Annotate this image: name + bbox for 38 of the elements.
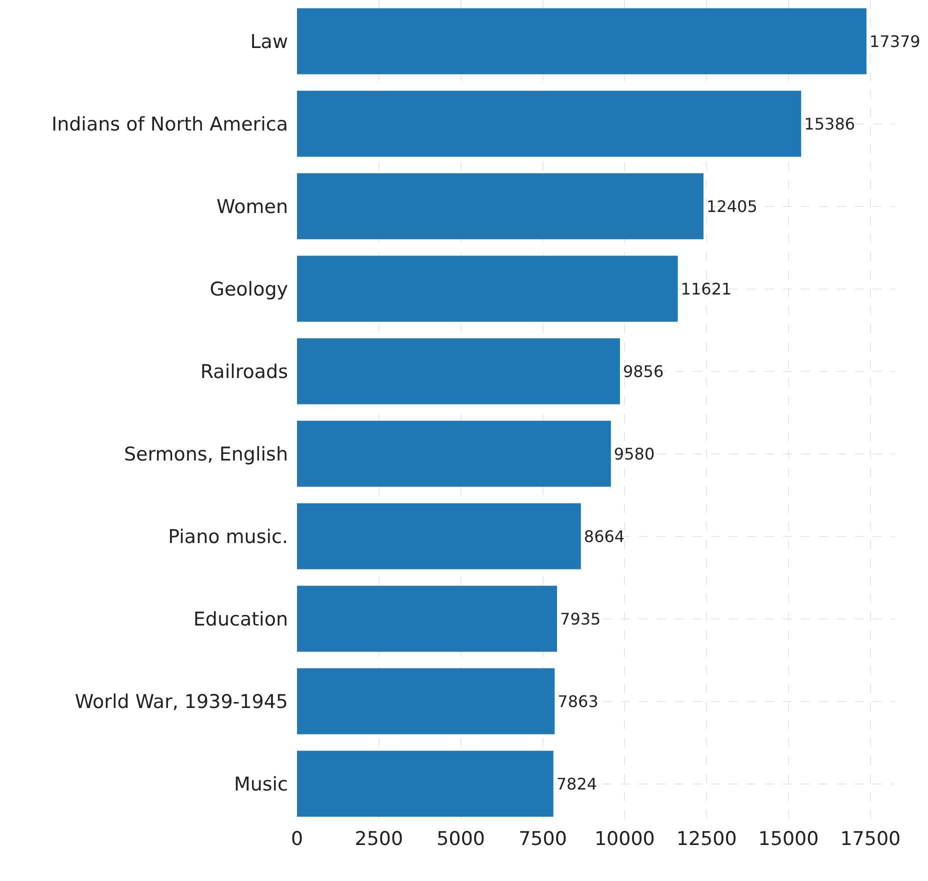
- bar: [297, 90, 802, 157]
- data-label: 7935: [560, 609, 601, 628]
- data-label: 9856: [622, 362, 664, 381]
- data-label: 7824: [556, 774, 598, 794]
- x-tick-label: 15000: [758, 828, 819, 850]
- bar: [297, 668, 555, 734]
- bar: [297, 750, 554, 817]
- x-tick-label: 0: [290, 828, 304, 850]
- x-tick-label: 12500: [676, 828, 737, 850]
- data-label: 12405: [706, 196, 758, 216]
- y-tick-label: Indians of North America: [51, 113, 288, 136]
- bar: [297, 503, 581, 570]
- bar: [297, 173, 704, 240]
- data-label: 11621: [680, 279, 732, 298]
- data-label: 17379: [869, 32, 920, 51]
- data-label: 9580: [614, 444, 655, 464]
- x-tick-label: 17500: [840, 828, 901, 850]
- bar: [297, 420, 611, 487]
- data-label: 7863: [558, 692, 598, 711]
- bar: [297, 586, 558, 652]
- x-tick-label: 2500: [354, 828, 404, 850]
- y-tick-label: Piano music.: [168, 526, 288, 548]
- bar: [297, 256, 678, 322]
- x-tick-label: 5000: [436, 828, 486, 850]
- y-tick-label: Law: [250, 30, 288, 53]
- y-tick-label: Geology: [210, 278, 288, 300]
- bar: [297, 338, 620, 404]
- y-tick-label: Railroads: [200, 360, 288, 383]
- data-label: 15386: [804, 114, 856, 134]
- y-tick-label: Music: [234, 773, 288, 796]
- y-tick-label: Sermons, English: [124, 443, 288, 466]
- y-tick-label: World War, 1939-1945: [74, 690, 288, 713]
- data-label: 8664: [584, 526, 625, 546]
- y-tick-label: Education: [193, 608, 288, 630]
- x-tick-label: 7500: [518, 828, 567, 850]
- x-tick-label: 10000: [594, 828, 655, 850]
- y-tick-label: Women: [216, 196, 288, 218]
- bar: [297, 8, 866, 74]
